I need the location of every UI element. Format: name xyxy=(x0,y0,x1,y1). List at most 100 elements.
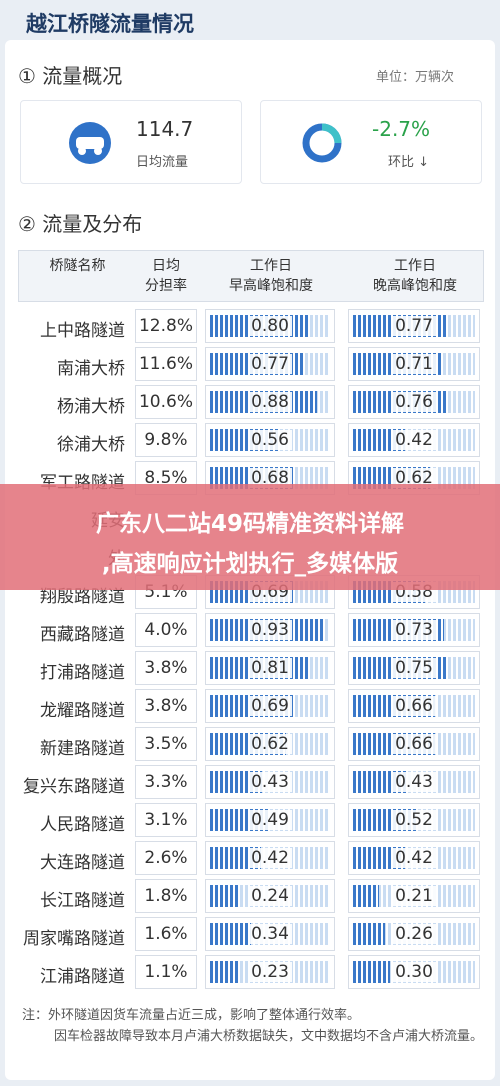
share-cell: 3.8% xyxy=(135,651,197,685)
row-name: 上中路隧道 xyxy=(40,321,125,341)
saturation-cell: 0.77 xyxy=(205,347,335,381)
share-cell: 3.8% xyxy=(135,689,197,723)
share-cell: 4.0% xyxy=(135,613,197,647)
saturation-cell: 0.52 xyxy=(348,803,480,837)
saturation-bar xyxy=(210,923,252,945)
row-name: 打浦路隧道 xyxy=(40,663,125,683)
overlay-banner xyxy=(0,484,500,590)
saturation-label: 0.42 xyxy=(392,848,436,868)
unit: 单位：万辆次 xyxy=(376,70,455,85)
row-name: 翔殷路隧道 xyxy=(40,587,125,607)
saturation-cell: 0.21 xyxy=(348,879,480,913)
stat-label: 环比 ↓ xyxy=(388,155,430,170)
share-cell: 11.6% xyxy=(135,347,197,381)
saturation-label: 0.69 xyxy=(248,696,292,716)
share-cell: 3.3% xyxy=(135,765,197,799)
share-cell: 1.8% xyxy=(135,879,197,913)
saturation-label: 0.88 xyxy=(248,392,292,412)
row-name: 周家嘴路隧道 xyxy=(23,929,125,949)
saturation-cell: 0.93 xyxy=(205,613,335,647)
saturation-label: 0.34 xyxy=(248,924,292,944)
saturation-label: 0.71 xyxy=(392,354,436,374)
saturation-bar xyxy=(210,885,240,907)
saturation-cell: 0.42 xyxy=(348,841,480,875)
saturation-cell: 0.42 xyxy=(205,841,335,875)
saturation-label: 0.75 xyxy=(392,658,436,678)
banner-text: ,高速响应计划执行_多媒体版 xyxy=(101,551,399,577)
saturation-label: 0.93 xyxy=(248,620,292,640)
saturation-bar xyxy=(210,961,239,983)
saturation-label: 0.52 xyxy=(392,810,436,830)
row-name: 江浦路隧道 xyxy=(40,967,125,987)
share-cell: 3.1% xyxy=(135,803,197,837)
share-cell: 1.1% xyxy=(135,955,197,989)
column-header: 工作日 晚高峰饱和度 xyxy=(373,258,457,294)
row-name: 复兴东路隧道 xyxy=(23,777,125,797)
stat-value: 114.7 xyxy=(136,117,194,141)
saturation-cell: 0.24 xyxy=(205,879,335,913)
saturation-label: 0.24 xyxy=(248,886,292,906)
row-name: 杨浦大桥 xyxy=(57,397,125,417)
table-header xyxy=(18,250,484,302)
saturation-bar xyxy=(353,429,406,451)
saturation-label: 0.42 xyxy=(392,430,436,450)
stat-card xyxy=(260,100,482,184)
share-cell: 9.8% xyxy=(135,423,197,457)
stat-value: -2.7% xyxy=(372,117,431,141)
saturation-label: 0.23 xyxy=(248,962,292,982)
ring-icon xyxy=(302,123,342,163)
saturation-cell: 0.34 xyxy=(205,917,335,951)
section-title: ① 流量概况 xyxy=(18,64,123,88)
row-name: 大连路隧道 xyxy=(40,853,125,873)
column-header: 工作日 早高峰饱和度 xyxy=(229,258,313,294)
column-header: 桥隧名称 xyxy=(49,258,106,274)
saturation-cell: 0.42 xyxy=(348,423,480,457)
row-name: 徐浦大桥 xyxy=(57,435,125,455)
saturation-label: 0.56 xyxy=(248,430,292,450)
stat-label: 日均流量 xyxy=(136,155,189,170)
share-cell: 12.8% xyxy=(135,309,197,343)
page-title: 越江桥隧流量情况 xyxy=(26,12,194,36)
saturation-label: 0.43 xyxy=(392,772,436,792)
saturation-label: 0.77 xyxy=(392,316,436,336)
saturation-cell: 0.71 xyxy=(348,347,480,381)
saturation-cell: 0.75 xyxy=(348,651,480,685)
saturation-cell: 0.56 xyxy=(205,423,335,457)
saturation-cell: 0.30 xyxy=(348,955,480,989)
saturation-label: 0.66 xyxy=(392,734,436,754)
stat-card xyxy=(20,100,242,184)
banner-text: 广东八二站49码精准资料详解 xyxy=(95,511,404,537)
saturation-cell: 0.23 xyxy=(205,955,335,989)
saturation-label: 0.42 xyxy=(248,848,292,868)
share-cell: 1.6% xyxy=(135,917,197,951)
saturation-cell: 0.66 xyxy=(348,727,480,761)
saturation-label: 0.76 xyxy=(392,392,436,412)
saturation-bar xyxy=(353,923,386,945)
section-title: ② 流量及分布 xyxy=(18,212,143,236)
saturation-label: 0.73 xyxy=(392,620,436,640)
saturation-cell: 0.81 xyxy=(205,651,335,685)
saturation-label: 0.68 xyxy=(248,468,292,488)
note: 注：外环隧道因货车流量占近三成，影响了整体通行效率。 xyxy=(22,1008,361,1023)
saturation-bar xyxy=(353,847,406,869)
row-name: 新建路隧道 xyxy=(40,739,125,759)
share-cell: 10.6% xyxy=(135,385,197,419)
saturation-cell: 0.80 xyxy=(205,309,335,343)
saturation-cell: 0.77 xyxy=(348,309,480,343)
saturation-label: 0.62 xyxy=(248,734,292,754)
saturation-cell: 0.66 xyxy=(348,689,480,723)
saturation-label: 0.30 xyxy=(392,962,436,982)
share-cell: 2.6% xyxy=(135,841,197,875)
share-cell: 3.5% xyxy=(135,727,197,761)
note: 因车检器故障导致本月卢浦大桥数据缺失，文中数据均不含卢浦大桥流量。 xyxy=(54,1029,484,1044)
saturation-label: 0.43 xyxy=(248,772,292,792)
saturation-bar xyxy=(353,961,391,983)
saturation-cell: 0.26 xyxy=(348,917,480,951)
saturation-label: 0.81 xyxy=(248,658,292,678)
saturation-label: 0.77 xyxy=(248,354,292,374)
saturation-cell: 0.69 xyxy=(205,689,335,723)
saturation-cell: 0.73 xyxy=(348,613,480,647)
saturation-cell: 0.62 xyxy=(205,727,335,761)
row-name: 长江路隧道 xyxy=(40,891,125,911)
